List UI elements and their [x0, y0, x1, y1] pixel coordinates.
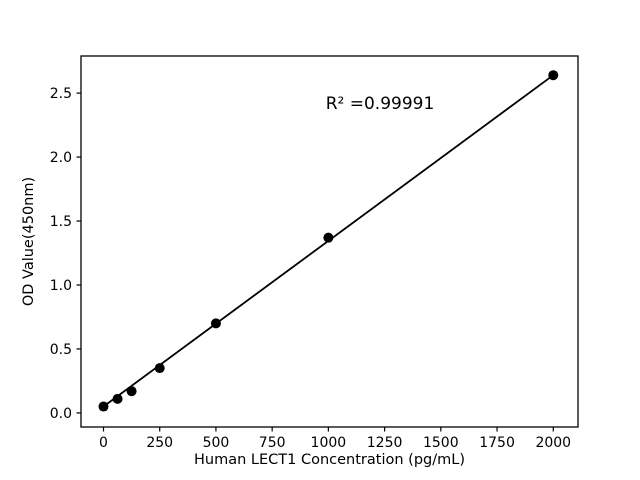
y-axis-ticks: 0.0 0.5 1.0 1.5 2.0 2.5: [50, 86, 81, 422]
data-point: [323, 232, 334, 243]
plot-area-border: [80, 55, 579, 428]
y-tick-label: 0.5: [50, 342, 72, 358]
y-tick-label: 2.5: [50, 86, 72, 102]
data-points: [98, 70, 559, 412]
y-tick-label: 0.0: [50, 406, 72, 422]
y-tick-label: 2.0: [50, 150, 72, 166]
x-axis-ticks: 0 250 500 750 1000 1250 1500 1750 2000: [99, 427, 571, 451]
x-tick-label: 500: [203, 435, 230, 451]
y-axis-label: OD Value(450nm): [21, 177, 37, 306]
y-tick-label: 1.5: [50, 214, 72, 230]
x-tick-label: 750: [259, 435, 286, 451]
x-tick-label: 1000: [311, 435, 347, 451]
x-tick-label: 0: [99, 435, 108, 451]
data-point: [98, 401, 109, 412]
x-axis-label: Human LECT1 Concentration (pg/mL): [194, 452, 465, 468]
data-point: [210, 318, 221, 329]
x-tick-label: 1500: [423, 435, 459, 451]
x-tick-label: 2000: [535, 435, 571, 451]
x-tick-label: 1750: [479, 435, 515, 451]
x-tick-label: 1250: [367, 435, 403, 451]
y-tick-label: 1.0: [50, 278, 72, 294]
r-squared-annotation: R² =0.99991: [326, 94, 435, 114]
x-tick-label: 250: [146, 435, 173, 451]
data-point: [112, 393, 123, 404]
data-point: [548, 70, 559, 81]
data-point: [126, 386, 137, 397]
data-point: [154, 363, 165, 374]
